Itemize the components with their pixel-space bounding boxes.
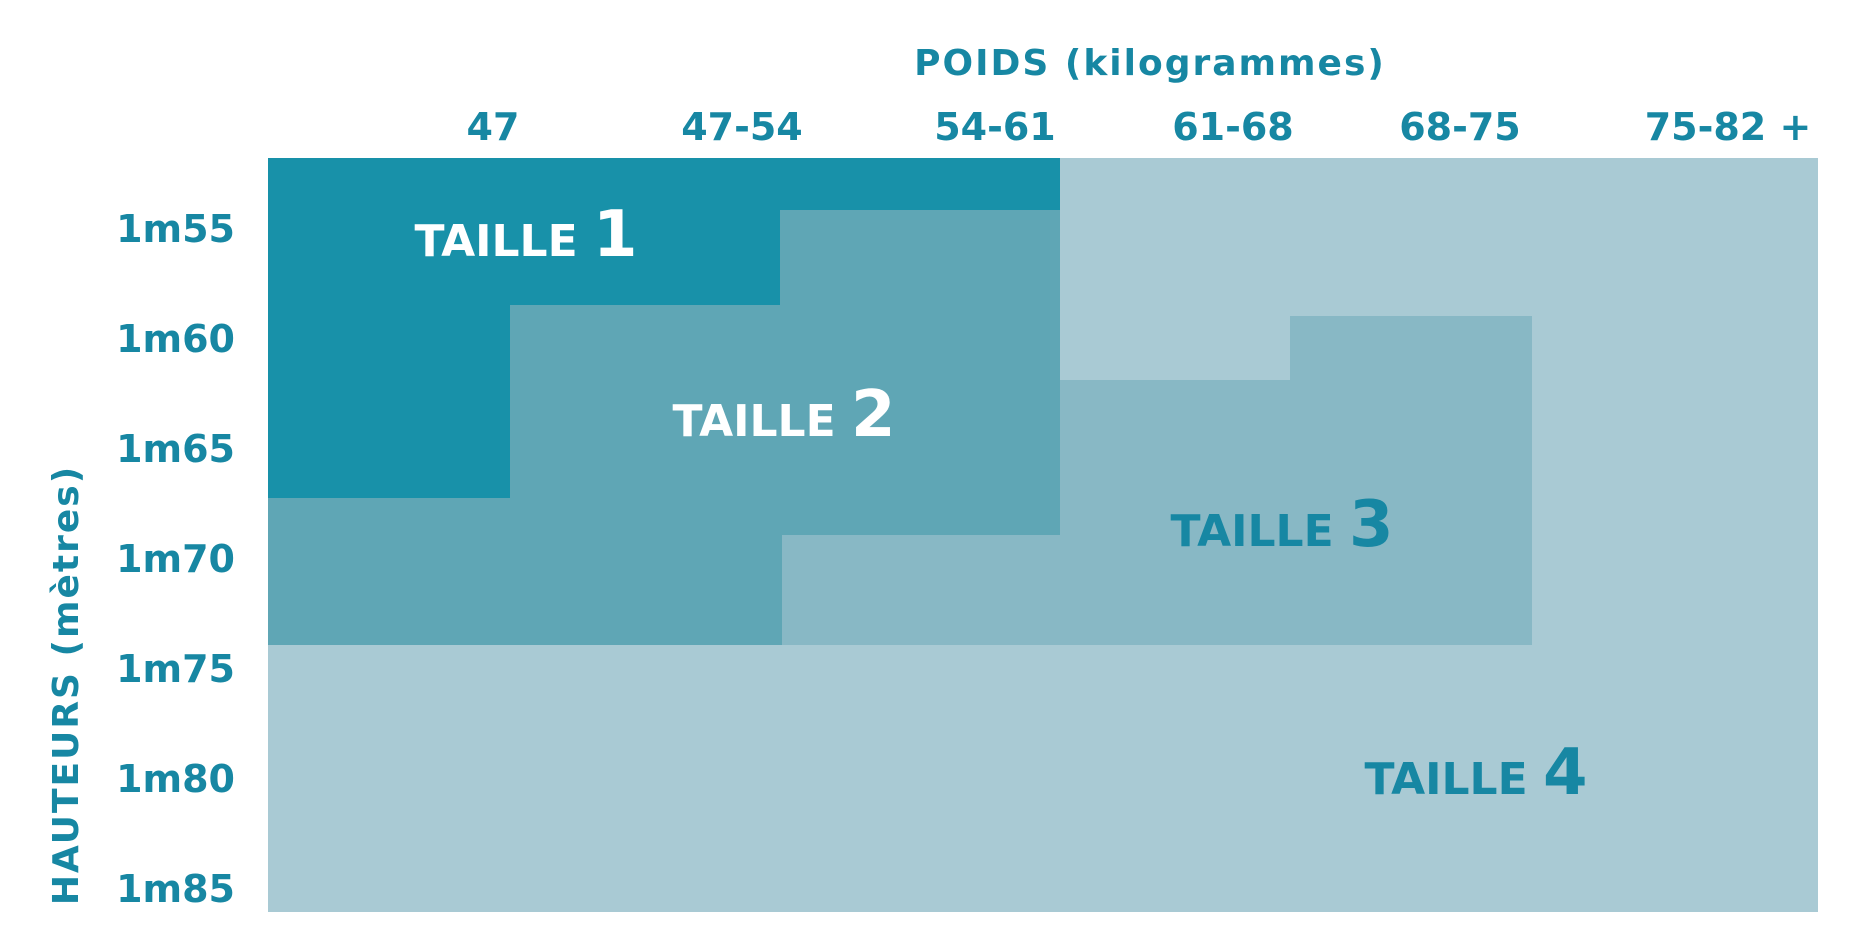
height-tick-label: 1m80 — [116, 757, 235, 801]
weight-tick-label: 47-54 — [681, 105, 803, 149]
weight-tick-label: 68-75 — [1399, 105, 1521, 149]
size-word: TAILLE — [1170, 506, 1348, 557]
x-axis-title: POIDS (kilogrammes) — [914, 43, 1386, 84]
size-1-region — [268, 158, 1060, 498]
size-3-region — [782, 316, 1532, 645]
y-axis-title: HAUTEURS (mètres) — [46, 465, 87, 905]
size-3-label: TAILLE 3 — [1170, 488, 1393, 562]
weight-tick-label: 54-61 — [934, 105, 1056, 149]
size-number: 2 — [851, 378, 896, 452]
weight-tick-labels: 47 47-54 54-61 61-68 68-75 75-82 + — [467, 105, 1812, 149]
height-tick-label: 1m65 — [116, 427, 235, 471]
size-4-label: TAILLE 4 — [1364, 736, 1587, 810]
height-tick-label: 1m60 — [116, 317, 235, 361]
height-tick-label: 1m75 — [116, 647, 235, 691]
height-tick-labels: 1m55 1m60 1m65 1m70 1m75 1m80 1m85 — [116, 207, 235, 911]
height-tick-label: 1m55 — [116, 207, 235, 251]
weight-tick-label: 75-82 + — [1645, 105, 1812, 149]
size-word: TAILLE — [672, 396, 850, 447]
height-tick-label: 1m85 — [116, 867, 235, 911]
size-2-region — [268, 210, 1060, 645]
size-word: TAILLE — [414, 216, 592, 267]
size-number: 4 — [1543, 736, 1588, 810]
size-number: 1 — [593, 198, 638, 272]
size-number: 3 — [1349, 488, 1394, 562]
size-word: TAILLE — [1364, 754, 1542, 805]
weight-tick-label: 47 — [467, 105, 520, 149]
weight-tick-label: 61-68 — [1172, 105, 1294, 149]
size-1-label: TAILLE 1 — [414, 198, 637, 272]
size-regions — [268, 158, 1818, 912]
height-tick-label: 1m70 — [116, 537, 235, 581]
size-2-label: TAILLE 2 — [672, 378, 895, 452]
